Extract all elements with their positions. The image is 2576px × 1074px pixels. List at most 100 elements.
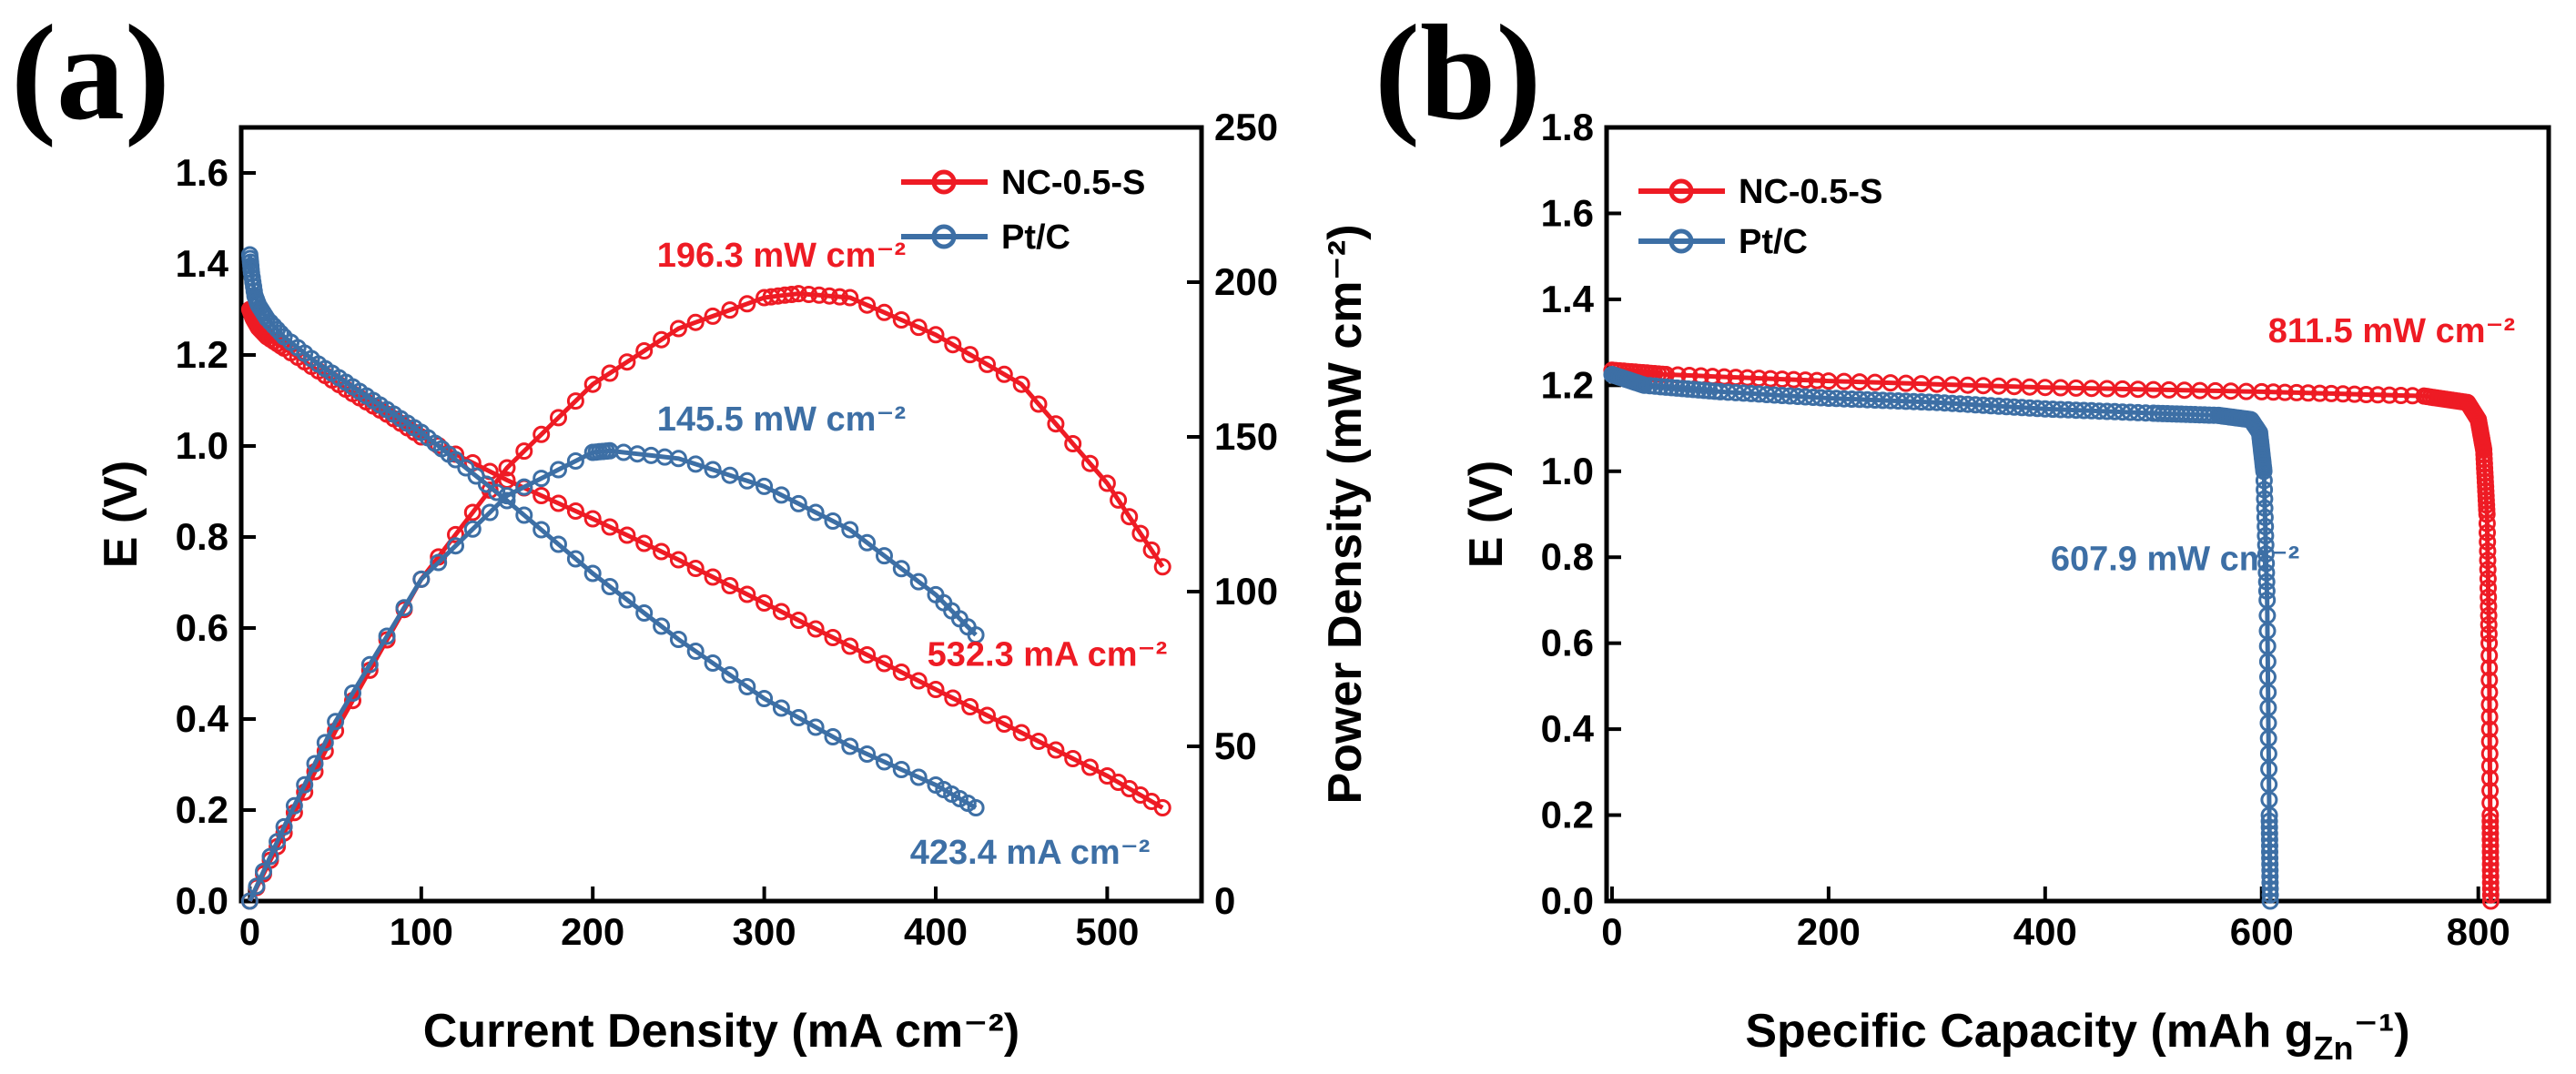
y-tick-label-a: 0.6 bbox=[176, 606, 228, 649]
data-point bbox=[2260, 825, 2278, 843]
data-point bbox=[2261, 892, 2279, 910]
data-point bbox=[412, 570, 431, 588]
data-point bbox=[601, 518, 619, 536]
x-tick-label-a: 300 bbox=[733, 910, 796, 953]
data-point bbox=[1695, 381, 1713, 400]
data-point bbox=[2256, 490, 2274, 508]
data-point bbox=[756, 690, 774, 707]
data-point bbox=[909, 319, 928, 337]
annotation-b: 607.9 mW cm⁻² bbox=[2051, 540, 2300, 578]
series-line bbox=[248, 291, 1165, 903]
data-point bbox=[2260, 812, 2278, 830]
y-tick-label-b: 0.2 bbox=[1541, 794, 1594, 836]
annotation-b: 811.5 mW cm⁻² bbox=[2268, 312, 2515, 350]
data-point bbox=[2480, 579, 2497, 597]
data-point bbox=[2480, 625, 2498, 643]
data-point bbox=[995, 715, 1013, 733]
data-point bbox=[1047, 741, 1065, 759]
y2-tick-label-a: 200 bbox=[1214, 260, 1278, 303]
y2-tick-label-a: 100 bbox=[1214, 570, 1278, 613]
data-point bbox=[2481, 836, 2500, 855]
data-point bbox=[2261, 856, 2279, 873]
data-point bbox=[2256, 499, 2274, 517]
y2-tick-label-a: 250 bbox=[1214, 106, 1278, 148]
legend-marker bbox=[931, 169, 957, 195]
data-point bbox=[1652, 378, 1669, 396]
data-point bbox=[550, 461, 567, 479]
data-point bbox=[2334, 385, 2352, 403]
data-point bbox=[1012, 724, 1030, 742]
legend-label: NC-0.5-S bbox=[1001, 164, 1145, 202]
series-a-power-ptc bbox=[240, 441, 985, 910]
data-point bbox=[1131, 524, 1150, 542]
data-point bbox=[686, 455, 705, 473]
data-point bbox=[2479, 570, 2497, 588]
data-point bbox=[686, 313, 705, 331]
data-point bbox=[800, 286, 818, 303]
data-point bbox=[2276, 383, 2294, 401]
chart-b: 0 200 400 600 800 0.0 0.2 0.4 0.6 0.8 1.0 1.2 1.4 1.6… bbox=[1460, 106, 2551, 1067]
y-tick-label-b: 1.4 bbox=[1541, 278, 1595, 320]
data-point bbox=[892, 311, 910, 329]
x-tick-label-a: 500 bbox=[1075, 910, 1139, 953]
data-point bbox=[738, 471, 756, 490]
data-point bbox=[2261, 843, 2278, 861]
x-axis-title-b: Specific Capacity (mAh gZn⁻¹) bbox=[1745, 1005, 2409, 1067]
data-point bbox=[669, 319, 687, 338]
data-point bbox=[261, 847, 279, 866]
data-point bbox=[532, 470, 551, 488]
data-point bbox=[635, 342, 654, 360]
legend-a: NC-0.5-S Pt/C bbox=[901, 164, 1145, 257]
annotation-a: 532.3 mA cm⁻² bbox=[928, 636, 1168, 674]
data-point bbox=[2480, 708, 2499, 726]
y2-axis-title-a: Power Density (mW cm⁻²) bbox=[1319, 224, 1372, 804]
data-point bbox=[967, 799, 985, 816]
data-point bbox=[2481, 812, 2500, 830]
data-point bbox=[2265, 383, 2282, 401]
data-point bbox=[2481, 849, 2500, 867]
data-point bbox=[2257, 563, 2276, 582]
data-point bbox=[2261, 880, 2279, 897]
x-tick-label-a: 200 bbox=[561, 910, 624, 953]
data-point bbox=[1081, 454, 1099, 472]
y-axis-title-a: E (V) bbox=[95, 461, 147, 568]
data-point bbox=[2480, 634, 2499, 653]
data-point bbox=[1029, 733, 1048, 750]
y-tick-label-b: 1.8 bbox=[1541, 106, 1594, 148]
data-point bbox=[841, 637, 859, 655]
data-point bbox=[2480, 615, 2498, 633]
data-point bbox=[1668, 379, 1686, 397]
y-tick-label-a: 0.8 bbox=[176, 515, 228, 558]
y-tick-label-b: 0.6 bbox=[1541, 622, 1594, 664]
data-point bbox=[669, 450, 687, 468]
data-point bbox=[2322, 384, 2340, 402]
data-point bbox=[738, 678, 756, 695]
x-tick-label-a: 100 bbox=[390, 910, 453, 953]
x-tick-label-b: 0 bbox=[1601, 910, 1622, 953]
data-point bbox=[316, 734, 334, 752]
data-point bbox=[618, 526, 636, 544]
y-tick-label-a: 0.2 bbox=[176, 788, 228, 831]
data-point bbox=[2481, 818, 2500, 836]
data-point bbox=[967, 626, 985, 644]
plot-frame-a bbox=[238, 125, 1204, 904]
data-point bbox=[2480, 606, 2498, 624]
data-point bbox=[2478, 505, 2496, 523]
y-tick-label-a: 1.4 bbox=[176, 242, 229, 285]
data-point bbox=[2480, 588, 2498, 606]
data-point bbox=[1121, 508, 1139, 526]
series-line bbox=[248, 309, 1164, 810]
data-point bbox=[1012, 375, 1030, 393]
data-point bbox=[2481, 782, 2500, 800]
data-point bbox=[2256, 481, 2274, 499]
data-point bbox=[2481, 769, 2499, 787]
y-tick-label-b: 1.0 bbox=[1541, 450, 1594, 492]
plot-frame-b bbox=[1604, 125, 2551, 904]
data-point bbox=[550, 535, 567, 553]
data-point bbox=[858, 745, 877, 763]
data-point bbox=[327, 713, 345, 731]
panel-a-label: (a) bbox=[11, 0, 170, 148]
data-point bbox=[2480, 720, 2499, 738]
data-point bbox=[2358, 386, 2375, 403]
data-point bbox=[447, 451, 464, 469]
